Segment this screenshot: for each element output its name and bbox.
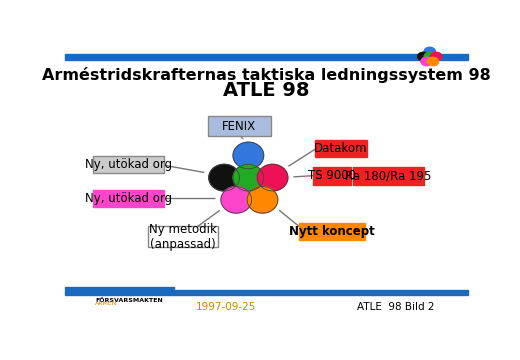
Text: 1997-09-25: 1997-09-25 [196,302,256,312]
Text: Ny metodik
(anpassad): Ny metodik (anpassad) [149,222,217,251]
FancyBboxPatch shape [208,116,270,136]
Ellipse shape [247,186,278,213]
Text: Arméstridskrafternas taktiska ledningssystem 98: Arméstridskrafternas taktiska ledningssy… [42,67,491,83]
FancyBboxPatch shape [353,167,424,185]
Ellipse shape [216,183,256,216]
FancyBboxPatch shape [298,223,365,240]
Text: Nytt koncept: Nytt koncept [289,225,375,238]
Ellipse shape [421,57,432,66]
Ellipse shape [252,161,293,194]
Text: FÖRSVARSMAKTEN: FÖRSVARSMAKTEN [95,298,163,303]
Text: TS 9000: TS 9000 [308,169,356,182]
Ellipse shape [233,164,264,191]
Ellipse shape [209,164,240,191]
Bar [65,287,174,289]
Ellipse shape [424,52,435,61]
Text: Ra 180/Ra 195: Ra 180/Ra 195 [345,169,432,182]
Ellipse shape [424,47,435,56]
Ellipse shape [257,164,288,191]
FancyBboxPatch shape [93,190,164,207]
Ellipse shape [204,161,244,194]
Ellipse shape [431,52,442,61]
Ellipse shape [427,57,438,66]
FancyBboxPatch shape [315,140,367,157]
Ellipse shape [242,183,283,216]
FancyBboxPatch shape [148,226,218,247]
FancyBboxPatch shape [313,167,351,185]
Text: ARMÉN: ARMÉN [95,301,118,306]
Text: Ny, utökad org: Ny, utökad org [85,192,172,204]
Ellipse shape [418,52,429,61]
Text: Datakom: Datakom [314,142,368,155]
Ellipse shape [228,161,268,194]
Bar [65,290,468,296]
Text: ATLE  98 Bild 2: ATLE 98 Bild 2 [357,302,434,312]
Ellipse shape [221,186,252,213]
Text: ATLE 98: ATLE 98 [223,81,310,100]
Text: Ny, utökad org: Ny, utökad org [85,158,172,171]
Ellipse shape [228,139,268,172]
Bar [65,54,468,60]
Ellipse shape [233,142,264,169]
Text: FENIX: FENIX [222,120,256,132]
FancyBboxPatch shape [93,156,164,174]
